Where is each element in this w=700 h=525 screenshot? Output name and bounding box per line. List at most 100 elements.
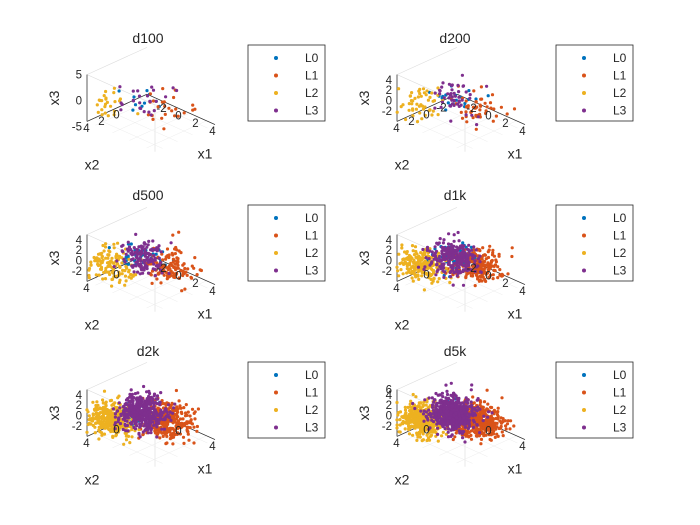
data-point xyxy=(137,252,142,256)
data-point xyxy=(139,106,143,111)
data-point xyxy=(463,101,467,106)
data-point xyxy=(149,113,153,117)
data-point xyxy=(491,273,495,277)
data-point xyxy=(116,430,120,434)
data-point xyxy=(127,245,132,249)
data-point xyxy=(156,406,160,410)
data-point xyxy=(87,266,92,271)
data-point xyxy=(133,103,138,107)
data-point xyxy=(176,419,181,424)
data-point xyxy=(494,114,498,118)
data-point xyxy=(109,259,113,263)
grid-line xyxy=(94,277,163,309)
x3-tick-label: 2 xyxy=(386,400,392,412)
data-point xyxy=(423,398,427,402)
data-point xyxy=(498,268,502,272)
data-point xyxy=(408,259,412,263)
data-point xyxy=(160,413,164,417)
data-point xyxy=(421,253,425,257)
data-point xyxy=(450,400,455,404)
data-point xyxy=(132,417,137,421)
data-point xyxy=(122,442,126,446)
data-point xyxy=(157,421,161,425)
data-point xyxy=(465,259,469,263)
x3-tick-label: 2 xyxy=(386,85,392,97)
x3-tick-label: 4 xyxy=(386,235,393,247)
data-point xyxy=(426,418,430,422)
data-point xyxy=(100,99,104,103)
data-point xyxy=(104,256,108,260)
data-point xyxy=(123,431,127,435)
data-point xyxy=(470,383,474,387)
data-point xyxy=(132,270,136,274)
data-point xyxy=(155,435,159,439)
x1-tick-label: 2 xyxy=(502,118,508,130)
data-point xyxy=(455,421,459,425)
legend-label: L3 xyxy=(305,104,319,118)
data-point xyxy=(496,434,500,438)
data-point xyxy=(428,249,432,253)
data-point xyxy=(430,260,434,264)
data-point xyxy=(453,248,457,252)
data-point xyxy=(417,277,421,281)
data-point xyxy=(455,102,460,106)
data-point xyxy=(447,232,451,236)
data-point xyxy=(169,241,173,245)
data-point xyxy=(168,410,172,414)
data-point xyxy=(104,400,108,404)
legend-marker xyxy=(274,251,278,255)
data-point xyxy=(105,100,109,104)
data-point xyxy=(102,249,106,253)
x1-tick-label: 2 xyxy=(502,278,508,290)
data-point xyxy=(401,272,405,276)
data-point xyxy=(478,407,482,411)
data-point xyxy=(421,87,426,91)
data-point xyxy=(459,259,463,263)
data-point xyxy=(475,434,479,438)
data-point xyxy=(415,120,420,124)
data-point xyxy=(111,277,115,281)
data-point xyxy=(118,422,123,426)
data-point xyxy=(447,254,451,258)
data-point xyxy=(185,273,189,277)
data-point xyxy=(94,273,98,277)
data-point xyxy=(441,430,445,434)
data-point xyxy=(104,410,108,414)
data-point xyxy=(179,251,183,255)
data-point xyxy=(95,400,99,404)
data-point xyxy=(477,279,481,283)
data-point xyxy=(103,423,107,427)
x2-tick-label: -2 xyxy=(436,103,446,115)
data-point xyxy=(155,277,159,281)
data-point xyxy=(408,409,412,413)
legend-marker xyxy=(582,233,586,238)
data-point xyxy=(434,273,438,277)
data-point xyxy=(478,260,482,264)
data-point xyxy=(121,427,125,432)
grid-line xyxy=(112,105,173,134)
data-point xyxy=(476,277,480,281)
data-point xyxy=(85,430,89,434)
data-point xyxy=(396,269,400,273)
data-point xyxy=(438,237,442,241)
data-point xyxy=(131,89,135,93)
data-point xyxy=(436,86,440,90)
x2-tick-label: 4 xyxy=(83,438,90,450)
data-point xyxy=(452,271,456,275)
data-point xyxy=(159,281,163,285)
x1-tick-label: 2 xyxy=(192,118,198,130)
x1-tick-label: 0 xyxy=(485,426,491,438)
data-point xyxy=(444,108,448,112)
data-point xyxy=(135,254,139,258)
grid-line xyxy=(439,112,500,141)
data-point xyxy=(118,272,122,276)
data-point xyxy=(414,263,418,267)
data-point xyxy=(156,105,160,109)
data-point xyxy=(422,419,426,423)
data-point xyxy=(460,411,464,415)
data-point xyxy=(496,265,500,269)
data-point xyxy=(410,411,414,415)
